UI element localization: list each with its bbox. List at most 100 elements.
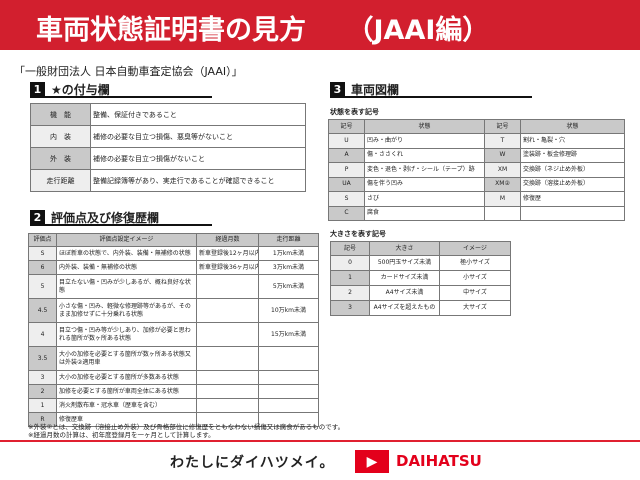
row-label: 機 能: [30, 103, 91, 126]
table-cell: 交換跡（ネジ止め外板）: [520, 162, 625, 178]
table-row: A 傷・ささくれ W 塗装跡・板金修理跡: [328, 147, 625, 163]
table-cell: 小さな傷・凹み、軽微な修理跡等があるが、そのまま加修せずに十分乗れる状態: [56, 298, 197, 323]
size-symbol-table: 記号 大きさ イメージ 0 500円玉サイズ未満 極小サイズ 1 カードサイズ未満 小サイズ 2 A…: [330, 241, 511, 316]
table-cell: T: [484, 133, 521, 149]
table-cell: [258, 398, 319, 413]
column-header: イメージ: [439, 241, 511, 256]
table-cell: 加修を必要とする箇所が車両全体にある状態: [56, 384, 197, 399]
table-cell: 凹み・曲がり: [364, 133, 485, 149]
table-cell: 4.5: [28, 298, 57, 323]
column-header: 大きさ: [369, 241, 440, 256]
section-title: ★の付与欄: [51, 82, 110, 97]
table-row: 記号 大きさ イメージ: [330, 241, 511, 256]
table-cell: 6: [28, 260, 57, 275]
table-cell: [196, 322, 259, 347]
table-cell: 1万km未満: [258, 246, 319, 261]
table-cell: W: [484, 147, 521, 163]
table-row: 2 加修を必要とする箇所が車両全体にある状態: [28, 384, 319, 399]
table-cell: 中サイズ: [439, 285, 511, 301]
table-cell: 小サイズ: [439, 270, 511, 286]
table-cell: 目立つ傷・凹み等が少しあり、加修が必要と思われる箇所が数ヶ所ある状態: [56, 322, 197, 347]
column-header: 経過月数: [196, 233, 259, 247]
table-cell: 新車登録後12ヶ月以内: [196, 246, 259, 261]
table-row: 1 カードサイズ未満 小サイズ: [330, 270, 511, 286]
column-header: 評価点設定イメージ: [56, 233, 197, 247]
section-2-heading: 2 評価点及び修復歴欄: [30, 209, 212, 226]
score-table: 評価点 評価点設定イメージ 経過月数 走行距離 S ほぼ新車の状態で、内外装、装備・無補修…: [28, 233, 319, 427]
table-cell: 1: [28, 398, 57, 413]
table-cell: 10万km未満: [258, 298, 319, 323]
table-cell: [258, 412, 319, 427]
table-cell: U: [328, 133, 365, 149]
table-row: 1 消火剤散布車・冠水車（歴車を含む）: [28, 398, 319, 413]
table-cell: 0: [330, 255, 370, 271]
table-cell: P: [328, 162, 365, 178]
table-cell: C: [328, 205, 365, 221]
table-cell: 消火剤散布車・冠水車（歴車を含む）: [56, 398, 197, 413]
table-row: S ほぼ新車の状態で、内外装、装備・無補修の状態 新車登録後12ヶ月以内 1万km未満: [28, 246, 319, 261]
column-header: 記号: [328, 119, 365, 134]
table-row: 4 目立つ傷・凹み等が少しあり、加修が必要と思われる箇所が数ヶ所ある状態 15万km…: [28, 322, 319, 347]
daihatsu-logo-icon: ▶: [355, 450, 389, 473]
table-cell: S: [28, 246, 57, 261]
table-row: R 修復歴車: [28, 412, 319, 427]
table-cell: [258, 370, 319, 385]
table-cell: 2: [330, 285, 370, 301]
section-number: 3: [330, 81, 345, 97]
size-caption: 大きさを表す記号: [330, 230, 386, 238]
table-cell: 3.5: [28, 346, 57, 371]
state-caption: 状態を表す記号: [330, 108, 379, 116]
divider: [0, 440, 640, 442]
row-description: 整備、保証付きであること: [90, 103, 306, 126]
column-header: 評価点: [28, 233, 57, 247]
table-cell: [520, 205, 625, 221]
table-cell: 内外装、装備・無補修の状態: [56, 260, 197, 275]
table-row: UA 傷を伴う凹み XM② 交換跡（溶接止め外板）: [328, 176, 625, 192]
table-cell: 交換跡（溶接止め外板）: [520, 176, 625, 192]
table-cell: 大小の加修を必要とする箇所が多数ある状態: [56, 370, 197, 385]
table-cell: 新車登録後36ヶ月以内: [196, 260, 259, 275]
section-title: 評価点及び修復歴欄: [51, 210, 160, 225]
table-row: 内 装補修の必要な目立つ損傷、悪臭等がないこと: [30, 125, 306, 148]
table-row: 評価点 評価点設定イメージ 経過月数 走行距離: [28, 233, 319, 247]
table-cell: A4サイズ未満: [369, 285, 440, 301]
table-cell: XM②: [484, 176, 521, 192]
table-row: 機 能整備、保証付きであること: [30, 103, 306, 126]
table-cell: 目立たない傷・凹みが少しあるが、概ね良好な状態: [56, 274, 197, 299]
table-cell: 5万km未満: [258, 274, 319, 299]
table-cell: [258, 384, 319, 399]
table-row: 3 A4サイズを超えたもの 大サイズ: [330, 300, 511, 316]
table-cell: 15万km未満: [258, 322, 319, 347]
table-cell: [196, 298, 259, 323]
table-row: 走行距離 整備記録簿等があり、実走行であることが確認できること: [30, 169, 306, 192]
table-cell: 500円玉サイズ未満: [369, 255, 440, 271]
table-cell: 割れ・亀裂・穴: [520, 133, 625, 149]
table-cell: A4サイズを超えたもの: [369, 300, 440, 316]
row-label: 外 装: [30, 147, 91, 170]
section-3-heading: 3 車両図欄: [330, 81, 532, 98]
section-1-heading: 1 ★の付与欄: [30, 81, 212, 98]
table-cell: 3万km未満: [258, 260, 319, 275]
row-label: 内 装: [30, 125, 91, 148]
table-cell: 変色・退色・剥げ・シール（テープ）跡: [364, 162, 485, 178]
table-cell: 5: [28, 274, 57, 299]
table-row: 0 500円玉サイズ未満 極小サイズ: [330, 255, 511, 271]
table-cell: UA: [328, 176, 365, 192]
table-cell: XM: [484, 162, 521, 178]
page-title: 車両状態証明書の見方 （JAAI編）: [0, 0, 640, 50]
section-number: 1: [30, 81, 45, 97]
table-row: 6 内外装、装備・無補修の状態 新車登録後36ヶ月以内 3万km未満: [28, 260, 319, 275]
table-cell: 大小の加修を必要とする箇所が数ヶ所ある状態又は外装②適用車: [56, 346, 197, 371]
table-row: C 腐食: [328, 205, 625, 221]
table-row: S さび M 修復歴: [328, 191, 625, 207]
star-table: 機 能整備、保証付きであること内 装補修の必要な目立つ損傷、悪臭等がないこと外 …: [30, 103, 306, 192]
table-cell: さび: [364, 191, 485, 207]
table-row: P 変色・退色・剥げ・シール（テープ）跡 XM 交換跡（ネジ止め外板）: [328, 162, 625, 178]
section-title: 車両図欄: [351, 82, 400, 97]
table-row: 3 大小の加修を必要とする箇所が多数ある状態: [28, 370, 319, 385]
organization-name: 「一般財団法人 日本自動車査定協会（JAAI）」: [14, 65, 243, 78]
table-row: 記号 状態 記号 状態: [328, 119, 625, 134]
table-cell: 修復歴: [520, 191, 625, 207]
table-cell: 傷・ささくれ: [364, 147, 485, 163]
table-cell: 大サイズ: [439, 300, 511, 316]
